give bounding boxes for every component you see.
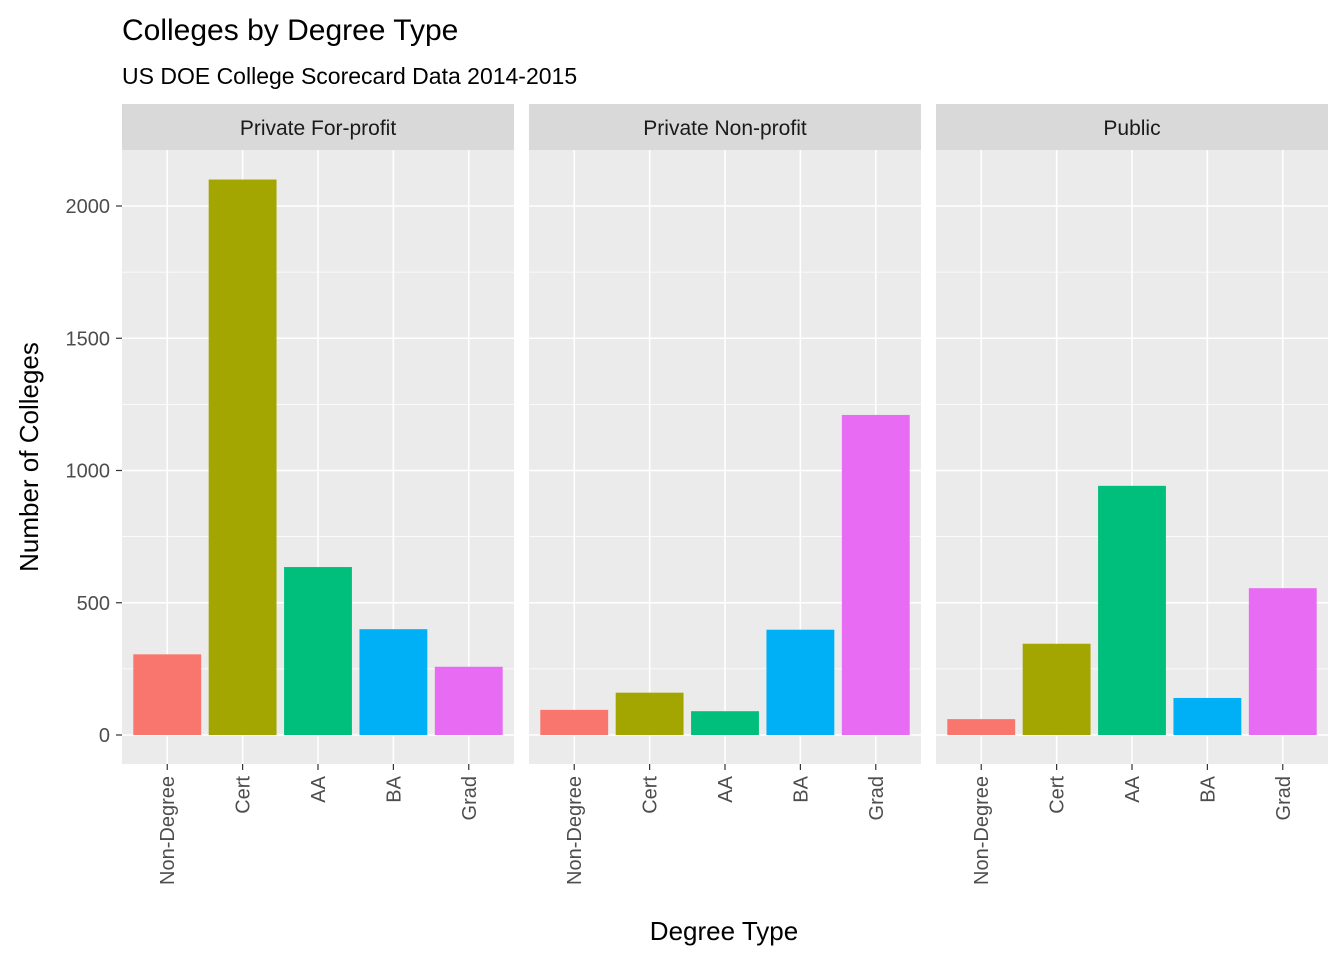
bar-grad	[1248, 588, 1317, 735]
y-tick-label: 0	[99, 725, 110, 747]
facet-strip	[936, 104, 1328, 150]
x-tick-label: Non-Degree	[157, 776, 179, 885]
x-tick-label: Grad	[1273, 776, 1295, 820]
bar-non-degree	[133, 654, 202, 735]
bar-cert	[1022, 643, 1091, 735]
bar-grad	[434, 666, 503, 735]
facet-strip	[529, 104, 921, 150]
facet-panel: Public Non-Degree Cert AA BA Grad	[936, 104, 1328, 885]
x-tick-label: Cert	[1047, 776, 1069, 814]
bar-non-degree	[947, 719, 1016, 735]
y-tick-label: 2000	[66, 196, 111, 218]
facet-panel: Private For-profit Non-Degree Cert AA BA Grad	[122, 104, 514, 885]
y-axis: 0 500 1000 1500 2000	[66, 196, 122, 747]
x-tick-label: Grad	[866, 776, 888, 820]
facet-strip-label: Private For-profit	[240, 117, 397, 140]
facet-strip-label: Public	[1103, 117, 1160, 140]
bar-ba	[1173, 697, 1242, 735]
y-tick-label: 500	[77, 593, 110, 615]
x-tick-label: BA	[1197, 775, 1219, 802]
x-tick-label: AA	[1122, 775, 1144, 802]
bar-cert	[208, 179, 277, 736]
x-tick-label: AA	[308, 775, 330, 802]
x-tick-label: Non-Degree	[564, 776, 586, 885]
x-tick-label: Cert	[640, 776, 662, 814]
bar-non-degree	[540, 709, 609, 735]
chart-subtitle: US DOE College Scorecard Data 2014-2015	[122, 63, 577, 89]
bar-ba	[359, 629, 428, 735]
x-tick-label: Grad	[459, 776, 481, 820]
bar-aa	[284, 567, 352, 735]
x-tick-label: AA	[715, 775, 737, 802]
chart-title: Colleges by Degree Type	[122, 14, 458, 47]
bar-cert	[615, 692, 684, 735]
x-axis-title: Degree Type	[650, 916, 798, 946]
x-tick-label: Cert	[233, 776, 255, 814]
y-tick-label: 1500	[66, 328, 111, 350]
y-axis-title: Number of Colleges	[14, 342, 44, 572]
facet-strip	[122, 104, 514, 150]
x-tick-label: Non-Degree	[971, 776, 993, 885]
bar-ba	[766, 629, 835, 735]
x-tick-label: BA	[383, 775, 405, 802]
y-tick-label: 1000	[66, 461, 111, 483]
bar-aa	[1098, 485, 1166, 735]
bar-grad	[841, 414, 910, 735]
facet-strip-label: Private Non-profit	[643, 117, 807, 140]
facet-panels: Private For-profit Non-Degree Cert AA BA Grad…	[122, 104, 1328, 885]
x-tick-label: BA	[790, 775, 812, 802]
bar-aa	[691, 711, 759, 735]
facet-panel: Private Non-profit Non-Degree Cert AA BA Grad	[529, 104, 921, 885]
